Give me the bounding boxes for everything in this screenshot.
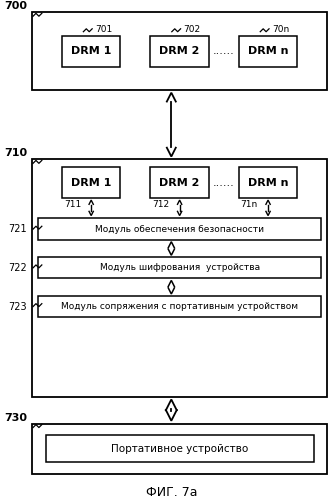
Text: 71n: 71n (241, 200, 258, 209)
Text: ФИГ. 7а: ФИГ. 7а (146, 486, 197, 499)
Text: 723: 723 (9, 301, 27, 311)
Text: 712: 712 (152, 200, 170, 209)
Text: DRM 1: DRM 1 (71, 178, 111, 188)
Text: Модуль шифрования  устройства: Модуль шифрования устройства (99, 263, 260, 272)
Text: 702: 702 (184, 24, 201, 33)
Text: 710: 710 (4, 149, 27, 159)
Text: DRM n: DRM n (248, 46, 288, 56)
Text: 730: 730 (4, 413, 27, 423)
Text: 721: 721 (9, 224, 27, 234)
Bar (239, 35, 297, 66)
Bar (38, 296, 321, 317)
Text: Модуль сопряжения с портативным устройством: Модуль сопряжения с портативным устройст… (61, 302, 298, 311)
Text: Портативное устройство: Портативное устройство (111, 444, 248, 454)
Bar (38, 219, 321, 240)
Bar (38, 257, 321, 278)
Bar (150, 35, 209, 66)
Bar (62, 167, 121, 198)
Text: 722: 722 (8, 263, 27, 273)
Bar (239, 167, 297, 198)
Bar (32, 424, 327, 474)
Text: 70n: 70n (272, 24, 289, 33)
Bar (62, 35, 121, 66)
Text: 711: 711 (64, 200, 81, 209)
Text: DRM 2: DRM 2 (159, 46, 200, 56)
Text: 701: 701 (95, 24, 112, 33)
Bar (150, 167, 209, 198)
Text: DRM n: DRM n (248, 178, 288, 188)
Text: DRM 1: DRM 1 (71, 46, 111, 56)
Text: 700: 700 (4, 1, 27, 11)
Text: ......: ...... (213, 178, 235, 188)
Bar (46, 435, 314, 463)
Text: ......: ...... (213, 46, 235, 56)
Text: DRM 2: DRM 2 (159, 178, 200, 188)
Text: Модуль обеспечения безопасности: Модуль обеспечения безопасности (95, 225, 264, 234)
Bar (32, 160, 327, 397)
Bar (32, 12, 327, 90)
